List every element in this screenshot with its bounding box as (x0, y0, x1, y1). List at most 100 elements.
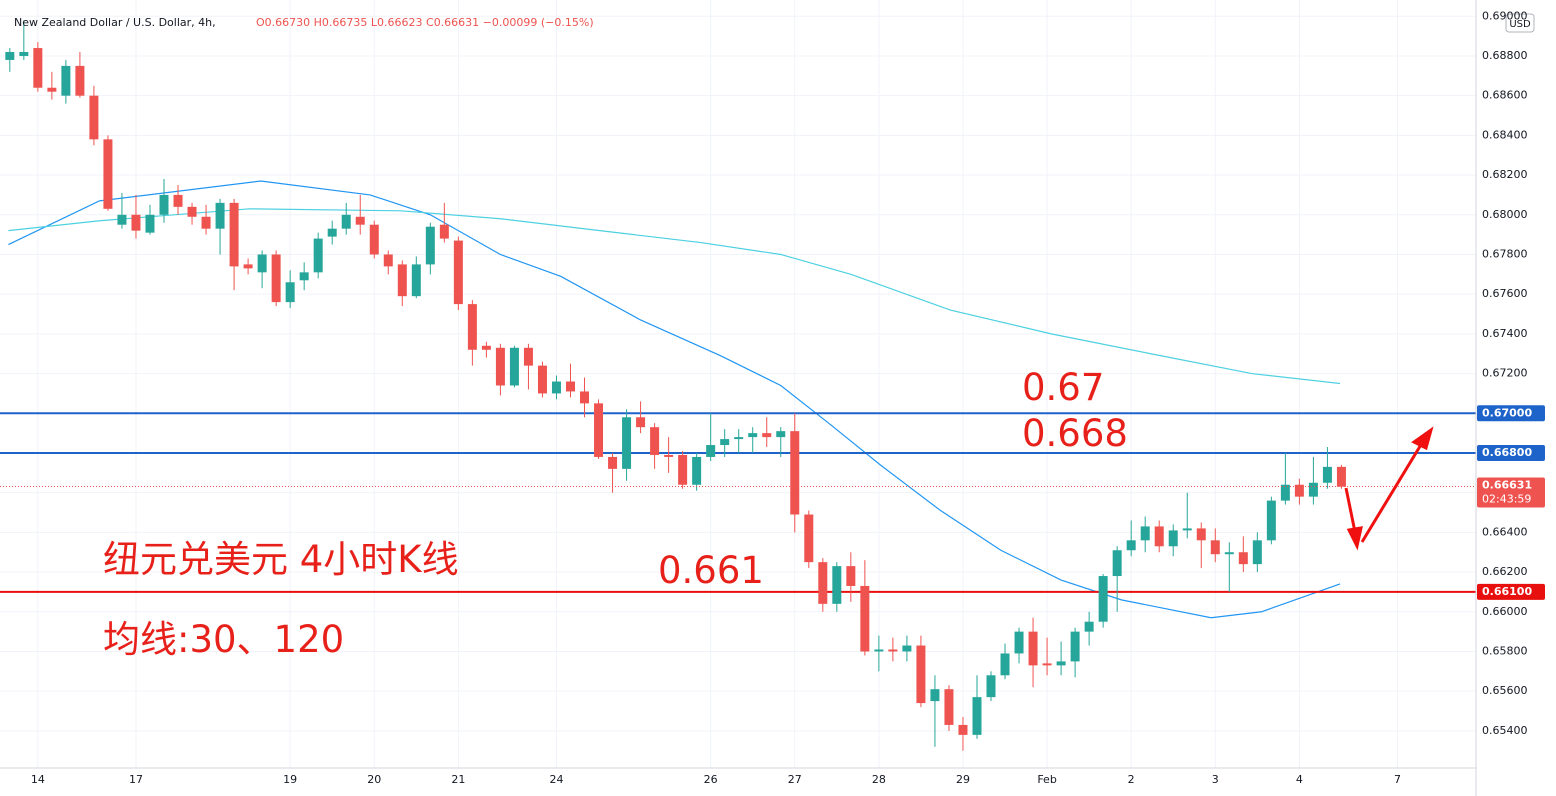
candle-body (1252, 540, 1262, 565)
candle-body (1168, 530, 1178, 547)
candle-body (453, 240, 463, 305)
candle-body (636, 417, 646, 428)
x-tick-label: 24 (549, 773, 563, 786)
candle-body (776, 431, 786, 438)
candle-body (5, 52, 15, 60)
candle-body (1266, 500, 1276, 541)
price-label: 0.66631 (1482, 479, 1532, 492)
candle-body (692, 456, 702, 485)
candle-body (19, 52, 29, 56)
x-tick-label: 7 (1394, 773, 1401, 786)
candle-body (1126, 540, 1136, 551)
candle-body (1336, 466, 1346, 487)
x-tick-label: Feb (1037, 773, 1056, 786)
candle-body (201, 216, 211, 229)
candle-body (1224, 552, 1234, 555)
candle-body (187, 206, 197, 217)
candle-body (33, 48, 43, 88)
x-tick-label: 2 (1128, 773, 1135, 786)
y-tick-label: 0.66000 (1482, 605, 1528, 618)
candle-body (804, 514, 814, 563)
candle-body (257, 254, 267, 273)
candle-body (958, 724, 968, 735)
candle-body (650, 427, 660, 455)
candle-body (103, 139, 113, 209)
candle-body (61, 65, 71, 96)
countdown-label: 02:43:59 (1482, 493, 1531, 506)
candle-body (1140, 526, 1150, 541)
y-tick-label: 0.67200 (1482, 367, 1528, 380)
candle-body (860, 585, 870, 652)
x-tick-label: 29 (956, 773, 970, 786)
candle-body (1294, 484, 1304, 497)
candle-body (341, 214, 351, 229)
candle-body (832, 566, 842, 604)
candle-body (986, 675, 996, 698)
candle-body (762, 433, 772, 438)
candle-body (664, 454, 674, 457)
candle-body (411, 264, 421, 297)
candle-body (874, 649, 884, 652)
candle-body (1196, 528, 1206, 541)
x-tick-label: 3 (1212, 773, 1219, 786)
candle-body (944, 689, 954, 725)
y-tick-label: 0.68000 (1482, 208, 1528, 221)
candle-body (439, 224, 449, 239)
y-tick-label: 0.68400 (1482, 128, 1528, 141)
y-tick-label: 0.69000 (1482, 9, 1528, 22)
candle-body (706, 445, 716, 457)
x-tick-label: 4 (1296, 773, 1303, 786)
candle-body (902, 645, 912, 652)
candle-body (930, 689, 940, 702)
candle-body (1000, 653, 1010, 676)
candle-body (720, 439, 730, 446)
candle-body (425, 226, 435, 265)
candle-body (243, 264, 253, 269)
candle-body (369, 224, 379, 255)
plot (0, 20, 1476, 751)
level-label-box (1477, 583, 1545, 600)
annotation: 0.67 (1022, 366, 1104, 409)
x-tick-label: 21 (451, 773, 465, 786)
candle-body (47, 87, 57, 92)
candle-body (117, 214, 127, 225)
candle-body (1238, 552, 1248, 565)
candle-body (608, 456, 618, 469)
candle-body (1322, 466, 1332, 483)
y-tick-label: 0.67600 (1482, 287, 1528, 300)
y-tick-label: 0.66200 (1482, 565, 1528, 578)
candle-body (916, 645, 926, 704)
level-label: 0.66100 (1482, 585, 1532, 598)
moving-average (8, 180, 1341, 619)
arrow-down (1344, 487, 1357, 533)
candle-body (1014, 631, 1024, 654)
candle-body (145, 214, 155, 233)
candle-body (790, 431, 800, 515)
y-tick-label: 0.66400 (1482, 525, 1528, 538)
candle-body (285, 282, 295, 303)
y-tick-label: 0.65800 (1482, 644, 1528, 657)
candle-body (1182, 528, 1192, 531)
candle-body (313, 238, 323, 273)
x-tick-label: 20 (367, 773, 381, 786)
candle-body (89, 95, 99, 140)
currency-badge[interactable] (1505, 13, 1535, 33)
candle-body (467, 304, 477, 350)
candle-body (271, 254, 281, 303)
annotation: 0.661 (658, 549, 764, 592)
candle-body (1070, 631, 1080, 662)
y-tick-label: 0.68600 (1482, 89, 1528, 102)
candle-body (846, 566, 856, 586)
candle-body (888, 649, 898, 652)
candle-body (1280, 484, 1290, 501)
candle-body (131, 214, 141, 231)
candle-body (594, 403, 604, 457)
annotation: 纽元兑美元 4小时K线 (103, 538, 459, 581)
candle-body (1084, 621, 1094, 632)
annotation: 均线:30、120 (103, 618, 344, 661)
candle-body (972, 697, 982, 735)
candle-body (565, 381, 575, 392)
x-tick-label: 27 (788, 773, 802, 786)
